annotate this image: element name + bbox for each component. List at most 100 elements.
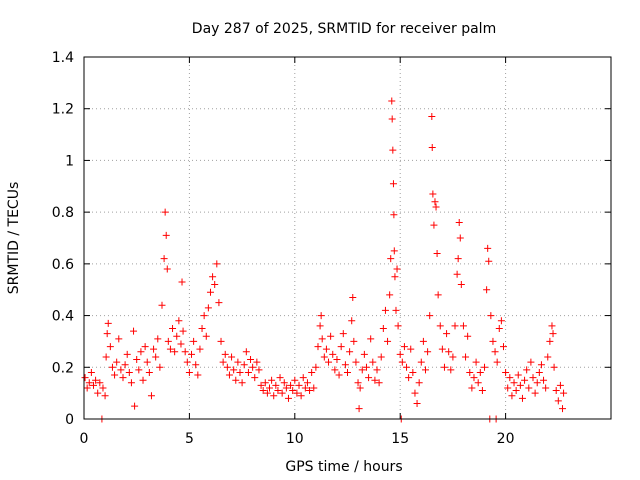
data-point bbox=[131, 402, 139, 410]
data-point bbox=[308, 368, 316, 376]
data-point bbox=[443, 330, 451, 338]
data-point bbox=[291, 376, 299, 384]
data-point bbox=[102, 353, 110, 361]
data-point bbox=[497, 317, 505, 325]
data-point bbox=[125, 368, 133, 376]
y-tick-label: 0.4 bbox=[52, 309, 74, 325]
data-point bbox=[150, 345, 158, 353]
data-point bbox=[263, 389, 271, 397]
data-point bbox=[133, 356, 141, 364]
data-point bbox=[470, 374, 478, 382]
data-point bbox=[92, 376, 100, 384]
data-point bbox=[301, 384, 309, 392]
data-point bbox=[544, 353, 552, 361]
data-point bbox=[346, 348, 354, 356]
data-point bbox=[396, 350, 404, 358]
data-point bbox=[154, 335, 162, 343]
data-point bbox=[344, 368, 351, 376]
data-point bbox=[386, 291, 394, 299]
data-point bbox=[356, 384, 364, 392]
data-point bbox=[104, 319, 112, 327]
data-point bbox=[257, 381, 265, 389]
data-point bbox=[393, 265, 401, 273]
data-point bbox=[111, 371, 119, 379]
data-point bbox=[242, 348, 250, 356]
data-point bbox=[295, 381, 303, 389]
data-point bbox=[466, 368, 474, 376]
data-point bbox=[535, 368, 543, 376]
data-point bbox=[521, 376, 529, 384]
data-point bbox=[360, 350, 368, 358]
data-point bbox=[375, 379, 383, 387]
data-point bbox=[560, 389, 568, 397]
data-point bbox=[173, 332, 181, 340]
y-tick-label: 1 bbox=[65, 153, 74, 169]
data-point bbox=[96, 379, 104, 387]
data-point bbox=[318, 335, 326, 343]
plot-frame bbox=[83, 56, 612, 420]
data-point bbox=[537, 361, 545, 369]
data-point bbox=[266, 384, 274, 392]
data-point bbox=[433, 250, 441, 258]
data-point bbox=[502, 368, 510, 376]
data-point bbox=[209, 273, 217, 281]
data-point bbox=[198, 325, 206, 332]
data-point bbox=[554, 397, 562, 405]
data-point bbox=[314, 343, 322, 351]
y-tick-label: 0 bbox=[65, 412, 74, 428]
data-point bbox=[403, 363, 411, 371]
data-point bbox=[83, 384, 91, 392]
data-point bbox=[268, 376, 276, 384]
data-point bbox=[127, 379, 135, 387]
data-point bbox=[384, 337, 392, 345]
data-point bbox=[436, 322, 444, 330]
data-point bbox=[523, 366, 531, 374]
data-point bbox=[371, 376, 379, 384]
data-point bbox=[556, 381, 564, 389]
data-point bbox=[415, 379, 423, 387]
data-point bbox=[162, 231, 170, 239]
data-point bbox=[297, 392, 305, 400]
data-points bbox=[81, 97, 568, 423]
data-point bbox=[253, 358, 261, 366]
data-point bbox=[164, 337, 172, 345]
data-point bbox=[316, 322, 324, 330]
data-point bbox=[424, 348, 432, 356]
data-point bbox=[270, 392, 278, 400]
data-point bbox=[123, 350, 131, 358]
data-point bbox=[474, 379, 482, 387]
data-point bbox=[409, 368, 417, 376]
data-point bbox=[485, 257, 493, 265]
data-point bbox=[348, 317, 356, 325]
data-point bbox=[188, 350, 196, 358]
data-point bbox=[369, 358, 377, 366]
data-point bbox=[244, 368, 252, 376]
data-point bbox=[194, 371, 202, 379]
x-axis-label: GPS time / hours bbox=[285, 459, 402, 475]
data-point bbox=[177, 340, 185, 348]
data-point bbox=[540, 376, 548, 384]
data-point bbox=[548, 322, 556, 330]
data-point bbox=[352, 358, 360, 366]
data-point bbox=[89, 381, 97, 389]
data-point bbox=[143, 358, 151, 366]
data-point bbox=[339, 330, 347, 338]
data-point bbox=[240, 361, 248, 369]
data-point bbox=[152, 353, 160, 361]
axes bbox=[83, 56, 612, 420]
data-point bbox=[428, 112, 436, 120]
data-point bbox=[329, 350, 337, 358]
data-point bbox=[504, 384, 512, 392]
data-point bbox=[527, 358, 535, 366]
data-point bbox=[185, 368, 193, 376]
data-point bbox=[147, 392, 155, 400]
data-point bbox=[377, 353, 385, 361]
data-point bbox=[196, 345, 204, 353]
data-point bbox=[431, 198, 439, 206]
data-point bbox=[163, 265, 171, 273]
data-point bbox=[87, 368, 95, 376]
data-point bbox=[103, 330, 111, 338]
data-point bbox=[493, 358, 501, 366]
data-point bbox=[320, 353, 328, 361]
